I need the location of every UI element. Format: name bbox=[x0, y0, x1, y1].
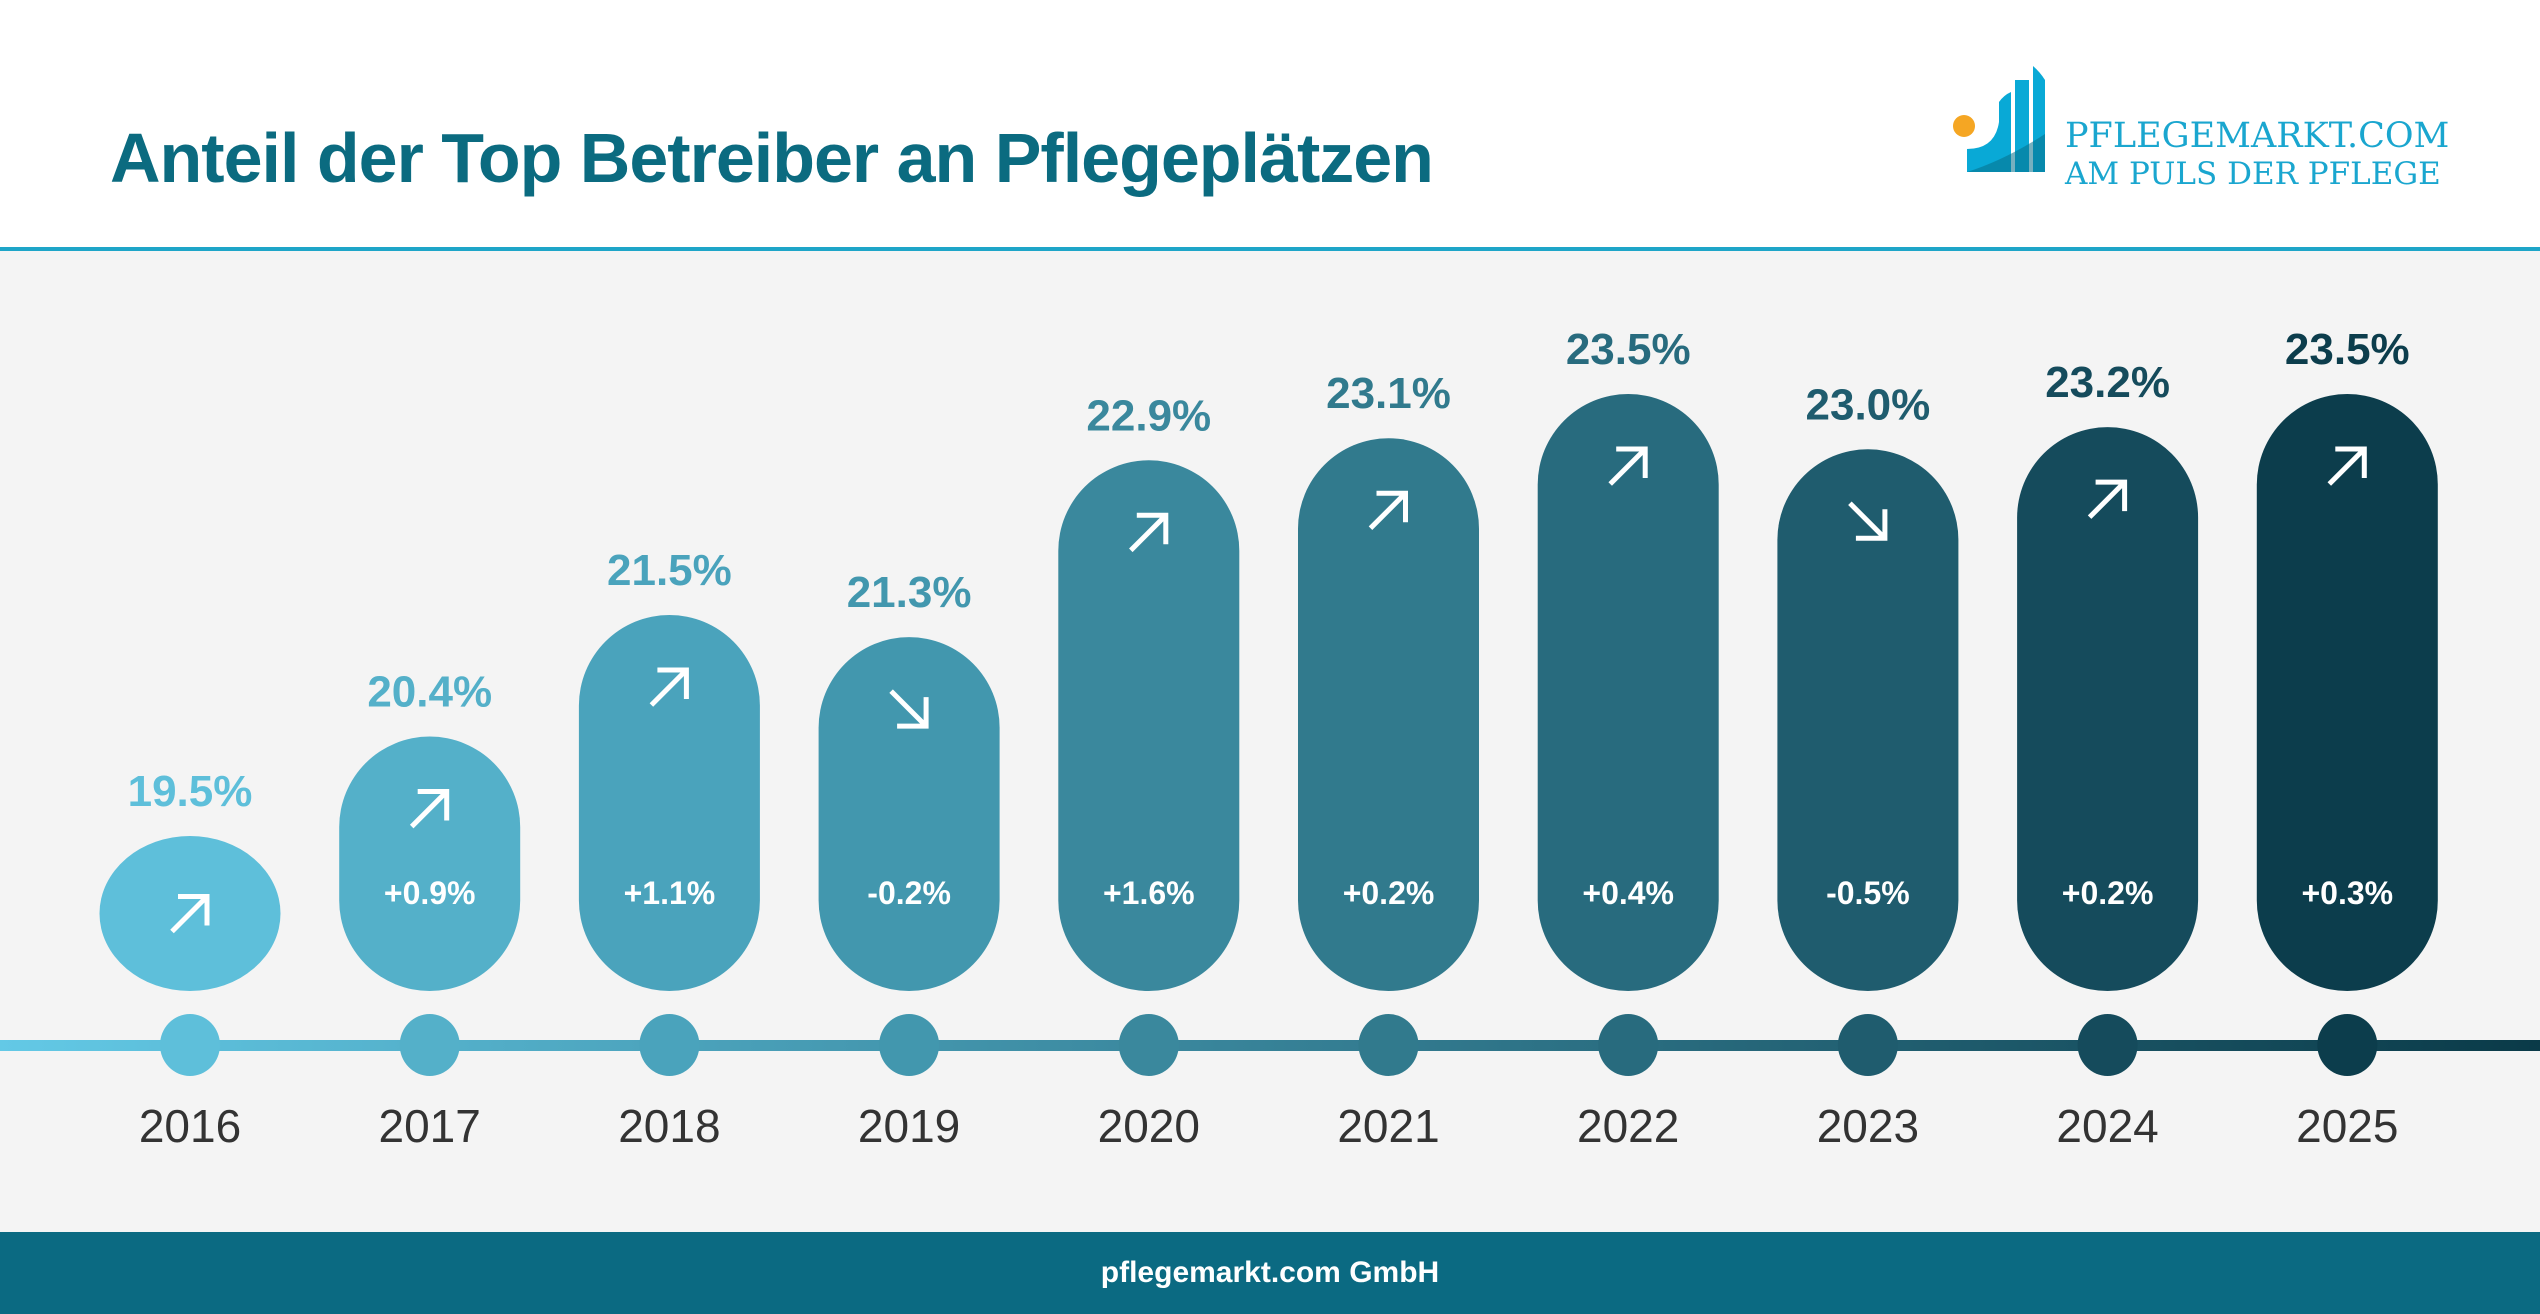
value-label: 21.3% bbox=[847, 568, 972, 617]
value-label: 23.2% bbox=[2045, 358, 2170, 407]
change-label: +0.2% bbox=[2062, 875, 2154, 911]
bar-2020 bbox=[1058, 460, 1240, 991]
logo-bars-icon bbox=[1953, 66, 2045, 172]
year-label: 2024 bbox=[2056, 1100, 2158, 1152]
year-label: 2016 bbox=[139, 1100, 241, 1152]
change-label: +1.1% bbox=[624, 875, 716, 911]
value-label: 20.4% bbox=[367, 668, 492, 717]
arrow-up-right-icon bbox=[170, 894, 210, 934]
arrow-up-right-icon bbox=[1368, 490, 1408, 530]
change-label: -0.2% bbox=[867, 875, 951, 911]
bar-2024 bbox=[2017, 427, 2199, 991]
bar-2025 bbox=[2256, 394, 2438, 991]
year-label: 2020 bbox=[1098, 1100, 1200, 1152]
timeline-dot bbox=[2077, 1014, 2138, 1076]
timeline-dot bbox=[1118, 1014, 1179, 1076]
bar-2022 bbox=[1537, 394, 1719, 991]
timeline-dot bbox=[399, 1014, 460, 1076]
bar-2019 bbox=[818, 637, 1000, 991]
timeline-dot bbox=[2317, 1014, 2378, 1076]
year-label: 2021 bbox=[1337, 1100, 1439, 1152]
page-title: Anteil der Top Betreiber an Pflegeplätze… bbox=[110, 119, 1434, 197]
logo-name: PFLEGEMARKT.COM bbox=[2065, 116, 2450, 156]
change-label: +0.3% bbox=[2301, 875, 2393, 911]
arrow-up-right-icon bbox=[1608, 446, 1648, 486]
timeline-dot bbox=[879, 1014, 940, 1076]
value-label: 23.5% bbox=[1566, 325, 1691, 374]
header: Anteil der Top Betreiber an Pflegeplätze… bbox=[0, 0, 2540, 251]
change-label: +0.2% bbox=[1343, 875, 1435, 911]
arrow-down-right-icon bbox=[1848, 501, 1888, 541]
timeline-dot bbox=[1598, 1014, 1659, 1076]
logo: PFLEGEMARKT.COM AM PULS DER PFLEGE bbox=[1950, 62, 2449, 192]
arrow-up-right-icon bbox=[409, 789, 450, 829]
arrow-up-right-icon bbox=[2327, 446, 2367, 486]
change-label: +0.9% bbox=[384, 875, 476, 911]
year-label: 2025 bbox=[2296, 1100, 2398, 1152]
value-label: 23.1% bbox=[1326, 369, 1451, 418]
footer: pflegemarkt.com GmbH bbox=[0, 1232, 2540, 1314]
arrow-down-right-icon bbox=[889, 689, 929, 729]
value-label: 22.9% bbox=[1086, 391, 1211, 440]
arrow-up-right-icon bbox=[649, 667, 689, 707]
year-label: 2019 bbox=[858, 1100, 960, 1152]
timeline-dot bbox=[160, 1014, 220, 1076]
arrow-up-right-icon bbox=[2087, 479, 2128, 519]
timeline-line bbox=[0, 1040, 2540, 1051]
bar-2017 bbox=[339, 736, 521, 991]
arrow-up-right-icon bbox=[1129, 512, 1169, 553]
timeline-dot bbox=[639, 1014, 700, 1076]
footer-text: pflegemarkt.com GmbH bbox=[1100, 1256, 1440, 1289]
year-label: 2017 bbox=[379, 1100, 481, 1152]
change-label: +1.6% bbox=[1103, 875, 1195, 911]
value-label: 23.0% bbox=[1806, 380, 1931, 429]
timeline-dot bbox=[1358, 1014, 1419, 1076]
year-label: 2018 bbox=[618, 1100, 720, 1152]
value-label: 21.5% bbox=[607, 546, 732, 595]
bar-2018 bbox=[578, 615, 760, 991]
bar-2021 bbox=[1298, 438, 1479, 991]
chart: 19.5% 2016 20.4% +0.9% 2017 21.5% +1.1% 2018 21.… bbox=[0, 325, 2540, 1152]
bar-2023 bbox=[1777, 449, 1959, 991]
year-label: 2022 bbox=[1577, 1100, 1679, 1152]
change-label: +0.4% bbox=[1582, 875, 1674, 911]
logo-tagline: AM PULS DER PFLEGE bbox=[2065, 156, 2441, 192]
change-label: -0.5% bbox=[1826, 875, 1910, 911]
value-label: 19.5% bbox=[128, 767, 253, 816]
year-label: 2023 bbox=[1817, 1100, 1919, 1152]
value-label: 23.5% bbox=[2285, 325, 2410, 374]
timeline-dot bbox=[1837, 1014, 1898, 1076]
